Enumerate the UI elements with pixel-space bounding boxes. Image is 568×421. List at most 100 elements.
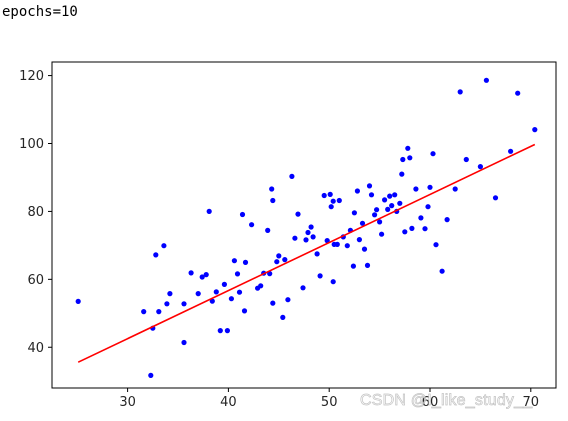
data-point: [483, 77, 489, 83]
data-point: [372, 212, 378, 218]
data-point: [221, 281, 227, 287]
data-point: [430, 151, 436, 157]
data-point: [413, 186, 419, 192]
data-point: [351, 210, 357, 216]
data-point: [258, 283, 264, 289]
data-point: [354, 188, 360, 194]
data-point: [156, 309, 162, 315]
data-point: [425, 204, 431, 210]
data-point: [308, 224, 314, 230]
data-point: [457, 89, 463, 95]
data-point: [153, 252, 159, 258]
data-point: [418, 215, 424, 221]
data-point: [387, 193, 393, 199]
data-point: [377, 219, 383, 225]
data-point: [379, 231, 385, 237]
x-tick-label: 30: [119, 395, 136, 410]
data-points: [75, 77, 538, 378]
data-point: [241, 308, 248, 314]
data-point: [265, 227, 271, 233]
data-point: [75, 298, 81, 304]
data-point: [199, 274, 205, 280]
data-point: [334, 241, 340, 247]
data-point: [195, 291, 201, 297]
data-point: [231, 258, 237, 264]
data-point: [359, 220, 366, 226]
y-axis-ticks: 40 60 80 100 120: [19, 69, 52, 356]
data-point: [289, 173, 295, 179]
data-point: [532, 127, 538, 133]
data-point: [249, 222, 255, 228]
data-point: [148, 372, 154, 378]
data-point: [295, 211, 301, 217]
data-point: [274, 259, 280, 265]
data-point: [209, 298, 215, 304]
data-point: [392, 192, 398, 198]
data-point: [330, 198, 336, 204]
data-point: [327, 191, 333, 197]
x-tick-label: 50: [321, 395, 338, 410]
data-point: [164, 301, 170, 307]
csdn-watermark: CSDN @I_like_study__: [360, 392, 533, 410]
y-tick-label: 120: [19, 69, 44, 84]
data-point: [444, 217, 450, 223]
data-point: [344, 243, 350, 249]
data-point: [328, 204, 334, 210]
data-point: [439, 268, 445, 274]
data-point: [285, 297, 291, 303]
x-tick-label: 60: [422, 395, 439, 410]
data-point: [310, 234, 316, 240]
data-point: [330, 279, 336, 285]
data-point: [463, 156, 469, 163]
data-point: [389, 203, 395, 209]
data-point: [217, 328, 223, 334]
data-point: [407, 155, 413, 161]
y-tick-label: 60: [27, 273, 44, 288]
data-point: [405, 145, 411, 151]
data-point: [161, 243, 167, 249]
axes-frame: [51, 61, 557, 389]
data-point: [361, 246, 368, 252]
data-point: [228, 296, 234, 302]
data-point: [324, 238, 330, 244]
data-point: [452, 186, 458, 192]
data-point: [321, 192, 327, 199]
data-point: [400, 156, 406, 163]
data-point: [203, 272, 209, 278]
data-point: [292, 235, 298, 241]
data-point: [350, 263, 356, 269]
data-point: [188, 270, 194, 276]
data-point: [317, 273, 323, 279]
data-point: [234, 271, 241, 277]
data-point: [492, 195, 499, 201]
data-point: [213, 289, 219, 295]
cell-output-text: epochs=10: [2, 4, 78, 20]
data-point: [305, 229, 311, 236]
data-point: [282, 257, 288, 263]
data-point: [270, 300, 276, 306]
data-point: [336, 197, 342, 204]
data-point: [477, 164, 483, 170]
x-tick-label: 40: [220, 395, 237, 410]
data-point: [300, 285, 306, 291]
fit-lines: [77, 143, 536, 363]
data-point: [141, 309, 147, 315]
data-point: [280, 314, 286, 320]
data-point: [409, 225, 415, 231]
data-point: [224, 328, 230, 334]
data-point: [206, 208, 212, 214]
data-point: [433, 242, 439, 248]
x-tick-label: 70: [523, 395, 540, 410]
x-axis-ticks: 30 40 50 60 70: [119, 388, 539, 410]
data-point: [276, 253, 282, 259]
regression-line: [77, 143, 536, 363]
data-point: [270, 197, 276, 204]
data-point: [399, 171, 405, 177]
data-point: [236, 289, 243, 295]
data-point: [397, 200, 403, 206]
data-point: [167, 291, 173, 297]
data-point: [364, 262, 371, 268]
data-point: [181, 301, 187, 307]
data-point: [303, 237, 309, 243]
